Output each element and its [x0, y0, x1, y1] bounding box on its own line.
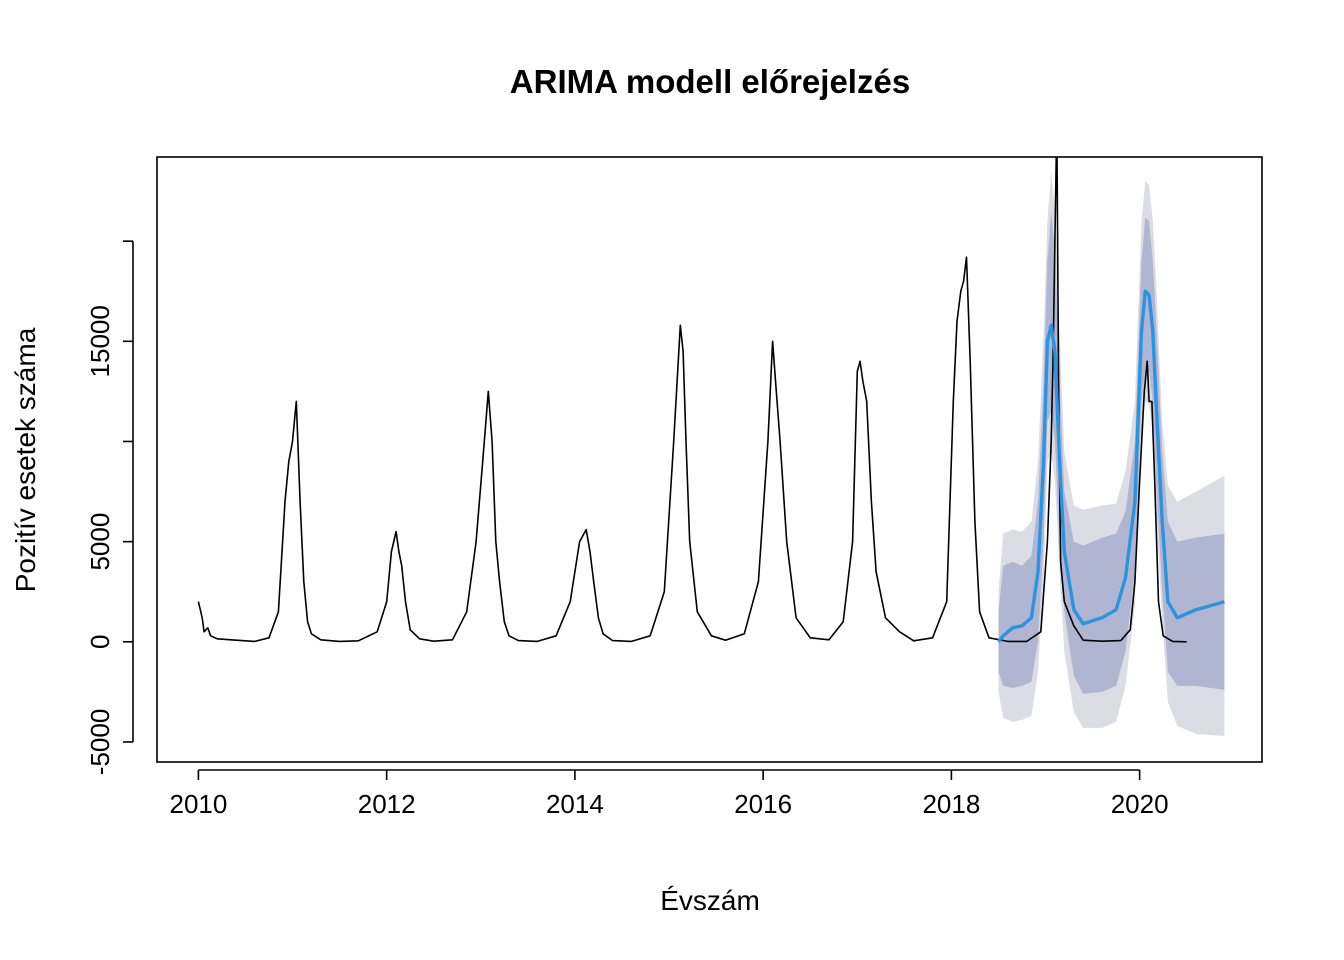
observed-line — [197, 157, 1187, 643]
y-tick-label: 5000 — [85, 513, 115, 571]
x-tick-label: 2016 — [734, 789, 792, 819]
x-tick-label: 2012 — [358, 789, 416, 819]
y-axis: -5000 0 5000 15000 — [85, 240, 134, 776]
forecast-line — [997, 289, 1225, 643]
x-tick-label: 2018 — [922, 789, 980, 819]
x-axis: 2010 2012 2014 2016 2018 2020 — [169, 769, 1169, 819]
x-tick-label: 2014 — [546, 789, 604, 819]
y-tick-label: 0 — [85, 635, 115, 649]
band-80 — [998, 211, 1225, 694]
series-lines — [197, 157, 1225, 643]
plot-frame — [156, 156, 1263, 763]
confidence-bands — [998, 171, 1225, 736]
y-tick-label: 15000 — [85, 305, 115, 377]
x-tick-label: 2020 — [1111, 789, 1169, 819]
y-tick-label: -5000 — [85, 709, 115, 776]
x-tick-label: 2010 — [169, 789, 227, 819]
y-axis-label: Pozitív esetek száma — [10, 327, 41, 592]
x-axis-label: Évszám — [660, 885, 760, 916]
chart-title: ARIMA modell előrejelzés — [510, 63, 910, 100]
